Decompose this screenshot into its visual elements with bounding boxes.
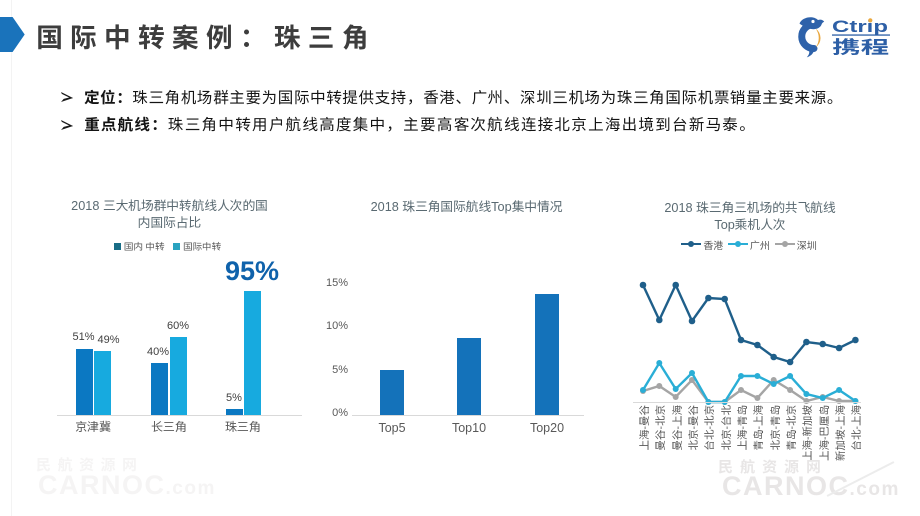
svg-text:携程: 携程 xyxy=(832,34,889,60)
svg-text:Ctrip: Ctrip xyxy=(832,18,888,36)
